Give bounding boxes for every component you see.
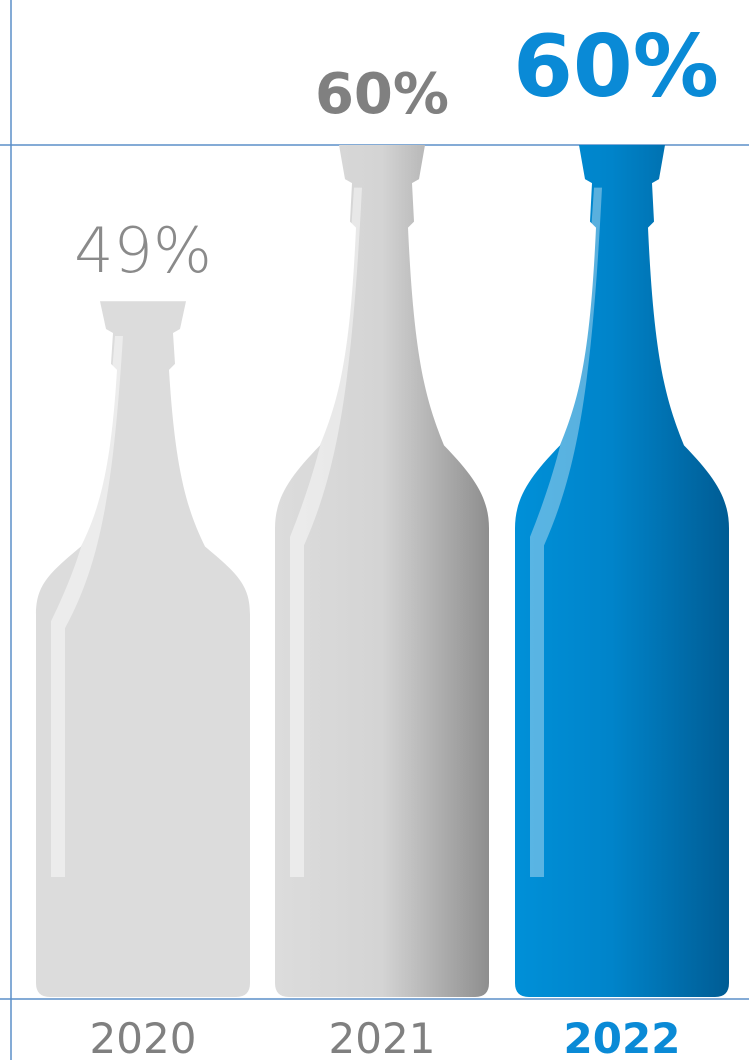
bottle-highlight-2020 xyxy=(51,335,123,877)
category-label-2022: 2022 xyxy=(564,1014,681,1060)
value-label-2021: 60% xyxy=(315,62,449,127)
value-label-2022: 60% xyxy=(513,17,719,117)
category-label-2021: 2021 xyxy=(329,1014,436,1060)
bottle-bar-2021 xyxy=(275,145,489,997)
bottle-marks xyxy=(36,145,729,997)
value-label-2020: 49% xyxy=(74,214,212,287)
bottle-bar-2022 xyxy=(515,145,729,997)
category-label-2020: 2020 xyxy=(90,1014,197,1060)
bottle-highlight-2022 xyxy=(530,187,602,878)
bottle-bar-2020 xyxy=(36,301,250,997)
bottle-highlight-2021 xyxy=(290,187,362,878)
